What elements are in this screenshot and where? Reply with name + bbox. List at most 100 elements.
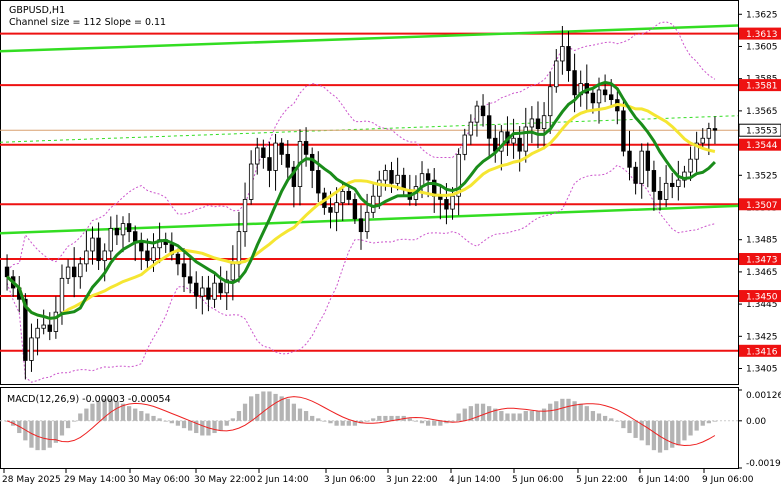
candle [352,193,358,224]
level-price-tag: 1.3473 [739,253,781,266]
macd-histogram-bar [346,420,351,426]
macd-histogram-bar [407,418,412,421]
macd-histogram-bar [96,401,101,421]
macd-histogram-bar [560,398,565,421]
candle-body [151,247,156,262]
level-price-tag: 1.3450 [739,290,781,303]
candle [621,100,626,157]
candle [71,247,77,298]
candle-body [468,121,474,136]
candle-body [590,92,596,104]
macd-histogram-bar [371,418,376,421]
level-price-tag: 1.3613 [739,27,781,40]
candle-body [175,253,181,265]
x-tick-label: 6 Jun 14:00 [638,475,690,485]
macd-histogram-bar [676,420,681,446]
macd-histogram-bar [688,420,693,436]
candle [468,114,474,145]
candle-body [334,202,339,213]
candle-body [96,237,101,262]
chart-subtitle: Channel size = 112 Slope = 0.11 [9,17,166,28]
candle-body [90,237,95,252]
candle-body [456,153,461,197]
candle-body [523,126,528,152]
candle-body [517,137,522,152]
candle-body [560,46,565,62]
candle-body [535,118,541,129]
macd-histogram-bar [480,403,486,421]
macd-histogram-bar [566,398,571,421]
candle [633,161,638,195]
candle [108,216,113,260]
macd-histogram-bar [151,415,156,421]
candle-body [425,173,431,181]
candle-body [114,228,120,236]
candle [181,248,187,292]
y-tick-label: 1.3465 [746,268,778,278]
candle-body [694,142,699,160]
macd-histogram-bar [303,411,309,421]
level-tag-bg [739,198,781,211]
y-tick-label: 1.3525 [746,171,778,181]
candle-body [29,337,34,361]
level-tag-label: 1.3450 [746,293,778,303]
candle-body [700,137,705,144]
candle [145,238,150,270]
macd-histogram-bar [218,420,223,431]
y-tick-label: 1.3625 [746,10,778,20]
macd-histogram-bar [65,420,71,429]
macd-histogram-bar [523,411,528,421]
x-tick-label: 29 May 14:00 [64,475,126,485]
candle-body [200,287,205,297]
macd-histogram-bar [413,420,419,422]
macd-histogram-bar [499,411,504,421]
macd-histogram-bar [175,420,181,426]
candle [663,165,669,208]
candle-body [633,166,638,184]
candle-body [706,128,712,139]
macd-histogram-bar [517,413,522,421]
candle-body [541,115,547,129]
candle-body [486,115,492,139]
candle-body [480,105,486,117]
candle-body [273,142,278,171]
candle-body [474,105,480,123]
macd-histogram-bar [187,420,193,431]
macd-histogram-bar [529,411,535,421]
lower-envelope-line [6,164,716,383]
candle [126,213,132,243]
candle-body [639,150,644,184]
level-price-tag: 1.3544 [739,138,781,151]
candle-body [145,250,150,262]
candle-body [377,179,382,197]
candle-body [389,170,394,184]
candle-body [682,171,687,181]
x-tick-label: 30 May 06:00 [128,475,190,485]
channel-upper-line [0,24,739,53]
candle-body [206,287,211,300]
level-price-tag: 1.3581 [739,79,781,92]
macd-y-tick-label: 0.00 [746,417,766,427]
macd-histogram-bar [621,420,626,429]
level-tag-label: 1.3416 [746,347,778,357]
candle [334,187,339,232]
x-tick-label: 5 Jun 06:00 [512,475,564,485]
macd-histogram-bar [364,420,370,422]
macd-histogram-bar [297,408,303,421]
macd-histogram-bar [425,420,431,426]
candle-body [53,311,59,332]
macd-histogram-bar [29,420,34,448]
macd-histogram-bar [682,420,687,441]
y-tick-label: 1.3425 [746,332,778,342]
level-price-tag: 1.3416 [739,344,781,357]
candle-body [47,324,52,332]
candle-body [120,223,126,236]
candle-body [285,153,290,168]
candle [462,128,467,161]
macd-histogram-bar [114,401,120,421]
macd-histogram-bar [120,403,126,421]
candle-body [108,228,113,252]
candle [224,270,229,311]
y-tick-label: 1.3485 [746,236,778,246]
current-price-tag-bg [738,123,781,137]
